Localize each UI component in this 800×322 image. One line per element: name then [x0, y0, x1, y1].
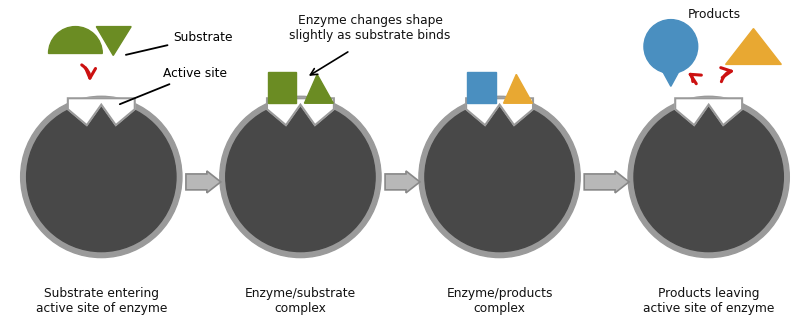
Text: Substrate: Substrate [126, 31, 233, 55]
Circle shape [220, 96, 381, 258]
Polygon shape [267, 72, 297, 103]
Text: Active site: Active site [120, 67, 227, 104]
FancyArrow shape [186, 171, 221, 193]
Circle shape [425, 102, 574, 251]
Circle shape [26, 102, 176, 251]
Circle shape [644, 20, 698, 73]
Text: Enzyme/substrate
complex: Enzyme/substrate complex [245, 288, 356, 315]
FancyArrow shape [385, 171, 420, 193]
Polygon shape [267, 98, 334, 125]
Circle shape [21, 96, 182, 258]
Polygon shape [726, 29, 782, 64]
Wedge shape [49, 27, 102, 53]
Text: Products: Products [688, 8, 741, 21]
Text: Enzyme changes shape
slightly as substrate binds: Enzyme changes shape slightly as substra… [290, 14, 451, 42]
Polygon shape [659, 64, 682, 86]
Text: Enzyme/products
complex: Enzyme/products complex [446, 288, 553, 315]
Polygon shape [466, 72, 495, 103]
Polygon shape [503, 74, 533, 103]
Polygon shape [68, 98, 134, 125]
Circle shape [634, 102, 783, 251]
Text: Products leaving
active site of enzyme: Products leaving active site of enzyme [643, 288, 774, 315]
Polygon shape [466, 98, 533, 125]
Text: Substrate entering
active site of enzyme: Substrate entering active site of enzyme [36, 288, 167, 315]
Circle shape [226, 102, 375, 251]
Polygon shape [96, 27, 131, 55]
Polygon shape [305, 74, 334, 103]
Circle shape [419, 96, 580, 258]
FancyArrow shape [584, 171, 629, 193]
Polygon shape [675, 98, 742, 125]
Circle shape [628, 96, 790, 258]
